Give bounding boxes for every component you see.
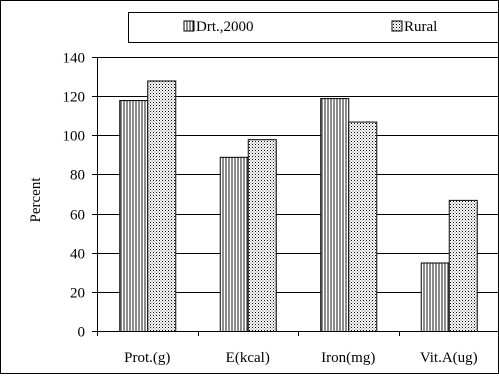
legend-label-rural: Rural [404,19,437,35]
bar-drt [220,157,248,331]
legend-swatch-drt [184,21,194,31]
y-tick-label: 20 [70,286,85,302]
y-tick-label: 60 [70,208,85,224]
x-tick-label: E(kcal) [226,350,270,366]
legend: Drt.,2000 Rural [129,13,499,43]
y-tick-label: 120 [63,90,86,106]
y-tick-label: 80 [70,168,85,184]
x-tick-label: Vit.A(ug) [420,350,478,366]
y-tick-label: 40 [70,247,85,263]
bar-drt [421,263,449,332]
bar-rural [148,81,176,332]
bar-rural [248,140,276,332]
x-axis-labels: Prot.(g) E(kcal) Iron(mg) Vit.A(ug) [124,350,478,366]
bar-rural [349,122,377,331]
x-tick-label: Prot.(g) [124,350,170,366]
y-tick-label: 140 [63,51,86,67]
legend-label-drt: Drt.,2000 [196,19,254,35]
x-tick-label: Iron(mg) [321,350,375,366]
bar-drt [321,99,349,332]
legend-swatch-rural [392,21,402,31]
bar-rural [449,200,477,331]
y-axis-title: Percent [28,177,44,223]
bar-drt [120,101,148,332]
y-tick-label: 0 [78,325,86,341]
y-tick-label: 100 [63,129,86,145]
